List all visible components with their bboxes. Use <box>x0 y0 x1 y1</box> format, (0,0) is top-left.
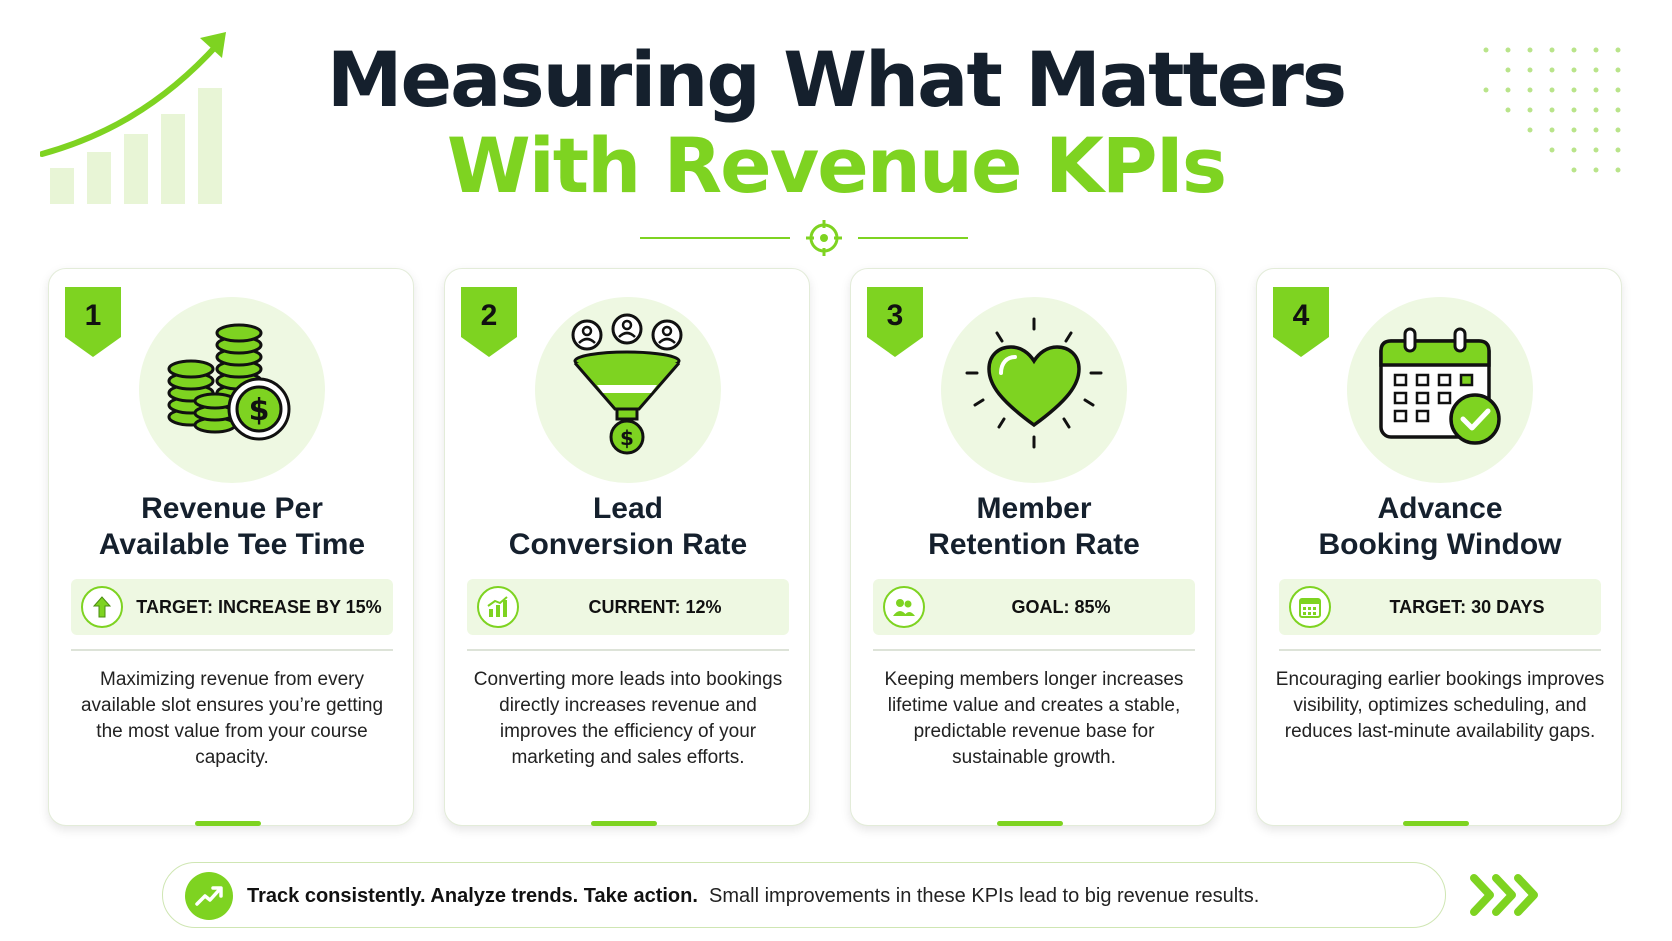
trend-up-icon <box>185 872 233 920</box>
card-title: Revenue Per Available Tee Time <box>49 491 415 563</box>
title-line-1: Measuring What Matters <box>326 35 1347 124</box>
icon-backdrop: $ <box>535 297 721 483</box>
card-title: Advance Booking Window <box>1257 491 1623 563</box>
kpi-goal-pill: GOAL: 85% <box>873 579 1195 635</box>
calendar-check-icon <box>1379 327 1501 445</box>
kpi-current-text: CURRENT: 12% <box>588 597 722 617</box>
heart-icon <box>965 317 1103 449</box>
funnel-users-dollar-icon: $ <box>571 313 683 455</box>
card-accent-bar <box>997 821 1063 826</box>
kpi-target-pill: TARGET: INCREASE BY 15% <box>71 579 393 635</box>
card-accent-bar <box>195 821 261 826</box>
number-badge: 3 <box>867 287 923 357</box>
kpi-target-pill: TARGET: 30 DAYS <box>1279 579 1601 635</box>
card-accent-bar <box>591 821 657 826</box>
card-title-line-1: Member <box>976 492 1092 525</box>
icon-backdrop <box>1347 297 1533 483</box>
kpi-cards: 1 $ Revenue Per Available Tee Time TAR <box>48 268 1628 830</box>
card-accent-bar <box>1403 821 1469 826</box>
badge-number: 1 <box>84 299 102 332</box>
kpi-target-text: TARGET: INCREASE BY 15% <box>136 597 382 617</box>
card-title-line-1: Revenue Per <box>141 492 323 525</box>
target-divider <box>640 220 968 256</box>
title-line-2: With Revenue KPIs <box>446 121 1227 210</box>
card-title: Lead Conversion Rate <box>445 491 811 563</box>
card-title-line-2: Conversion Rate <box>508 528 748 561</box>
badge-number: 3 <box>886 299 904 332</box>
footer-text: Track consistently. Analyze trends. Take… <box>247 863 1259 929</box>
footer-normal-text: Small improvements in these KPIs lead to… <box>709 885 1260 907</box>
footer-bold-text: Track consistently. Analyze trends. Take… <box>247 885 698 907</box>
kpi-current-pill: CURRENT: 12% <box>467 579 789 635</box>
kpi-card-revenue-per-tee-time: 1 $ Revenue Per Available Tee Time TAR <box>48 268 414 826</box>
card-title-line-1: Lead <box>592 492 664 525</box>
users-icon <box>883 586 925 628</box>
card-description: Encouraging earlier bookings improves vi… <box>1275 669 1605 742</box>
card-title-line-2: Retention Rate <box>928 528 1140 561</box>
badge-number: 2 <box>480 299 498 332</box>
number-badge: 1 <box>65 287 121 357</box>
divider-line <box>873 649 1195 651</box>
card-title-line-1: Advance <box>1377 492 1503 525</box>
chevrons-right-icon <box>1470 874 1538 916</box>
svg-text:$: $ <box>249 393 270 428</box>
card-description: Keeping members longer increases lifetim… <box>884 669 1184 768</box>
number-badge: 2 <box>461 287 517 357</box>
calendar-icon <box>1289 586 1331 628</box>
arrow-up-icon <box>81 586 123 628</box>
kpi-card-member-retention: 3 Member <box>850 268 1216 826</box>
card-description: Converting more leads into bookings dire… <box>473 669 783 768</box>
page-title: Measuring What Matters With Revenue KPIs <box>0 36 1672 210</box>
coin-stacks-dollar-icon: $ <box>167 323 291 441</box>
divider-line <box>467 649 789 651</box>
kpi-goal-text: GOAL: 85% <box>1011 597 1111 617</box>
card-title: Member Retention Rate <box>851 491 1217 563</box>
svg-text:$: $ <box>620 426 634 450</box>
bar-chart-icon <box>477 586 519 628</box>
icon-backdrop: $ <box>139 297 325 483</box>
growth-chart-icon <box>40 32 226 204</box>
kpi-target-text: TARGET: 30 DAYS <box>1389 597 1545 617</box>
card-description: Maximizing revenue from every available … <box>80 669 384 768</box>
kpi-card-lead-conversion: 2 $ Lead Conversion R <box>444 268 810 826</box>
number-badge: 4 <box>1273 287 1329 357</box>
badge-number: 4 <box>1292 299 1310 332</box>
divider-line <box>1279 649 1601 651</box>
card-title-line-2: Booking Window <box>1318 528 1562 561</box>
footer-banner: Track consistently. Analyze trends. Take… <box>162 862 1446 928</box>
dot-pattern-decoration <box>1483 47 1621 173</box>
card-title-line-2: Available Tee Time <box>98 528 366 561</box>
kpi-card-advance-booking: 4 Advance Booking Window <box>1256 268 1622 826</box>
divider-line <box>71 649 393 651</box>
icon-backdrop <box>941 297 1127 483</box>
